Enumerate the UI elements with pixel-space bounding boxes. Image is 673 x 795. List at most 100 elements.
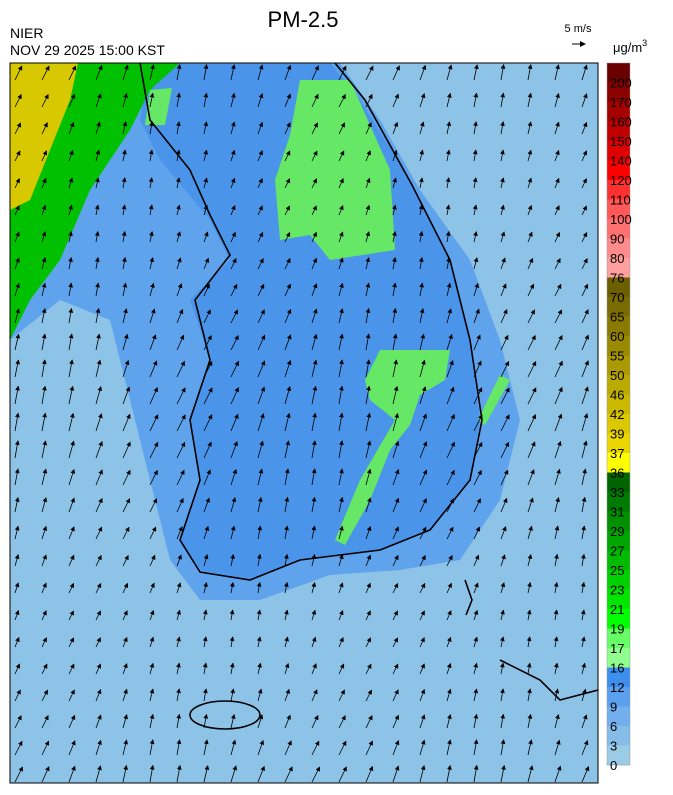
wind-arrow — [256, 581, 262, 594]
wind-arrow — [148, 204, 154, 216]
wind-arrow — [554, 525, 560, 540]
wind-arrow — [338, 740, 347, 756]
wind-arrow — [581, 386, 589, 405]
wind-arrow — [14, 766, 23, 783]
wind-arrow — [95, 637, 101, 648]
wind-arrow — [311, 766, 320, 783]
wind-arrow — [580, 636, 586, 648]
wind-arrow — [149, 282, 155, 297]
wind-arrow — [419, 469, 428, 486]
title: PM-2.5 — [268, 7, 339, 32]
wind-arrow — [500, 554, 506, 567]
wind-arrow — [149, 386, 158, 405]
wind-arrow — [419, 282, 424, 297]
colorbar-tick-label: 37 — [610, 446, 624, 461]
wind-arrow — [203, 92, 209, 108]
colorbar-tick-label: 33 — [610, 485, 624, 500]
wind-arrow — [500, 739, 506, 756]
wind-arrow — [446, 308, 453, 324]
wind-arrow — [176, 204, 181, 216]
wind-arrow — [176, 64, 182, 81]
wind-arrow — [68, 689, 75, 702]
wind-arrow — [365, 333, 371, 351]
wind-arrow — [581, 714, 588, 729]
wind-arrow — [392, 582, 399, 594]
wind-arrow — [392, 177, 397, 189]
colorbar-tick-label: 120 — [610, 173, 632, 188]
wind-arrow — [122, 256, 127, 270]
wind-arrow — [338, 412, 344, 432]
wind-arrow — [68, 526, 75, 540]
wind-arrow — [203, 63, 209, 81]
wind-arrow — [230, 231, 236, 243]
wind-arrow — [41, 468, 48, 486]
wind-arrow — [419, 526, 427, 540]
wind-arrow — [122, 739, 128, 756]
wind-arrow — [554, 440, 562, 459]
map-frame — [9, 62, 599, 784]
color-swatch — [607, 667, 630, 688]
wind-arrow — [95, 440, 103, 459]
wind-arrow — [338, 636, 344, 648]
colorbar-tick-label: 3 — [610, 739, 617, 754]
wind-arrow — [176, 764, 182, 783]
wind-arrow — [149, 498, 157, 513]
wind-arrow — [554, 360, 563, 378]
wind-scale-label: 5 m/s — [565, 23, 592, 35]
wind-arrow — [203, 469, 211, 486]
wind-arrow — [446, 498, 455, 513]
colorbar-tick-label: 39 — [610, 427, 624, 442]
colorbar-tick-label: 150 — [610, 134, 632, 149]
wind-arrow — [392, 610, 398, 621]
unit-sup: 3 — [642, 38, 647, 48]
wind-arrow — [580, 581, 586, 594]
wind-arrow — [149, 582, 155, 594]
wind-arrow — [122, 441, 131, 459]
wind-arrow — [392, 440, 400, 459]
wind-arrow — [94, 204, 100, 216]
wind-arrow — [202, 662, 208, 675]
wind-arrow — [500, 360, 510, 378]
wind-arrow — [284, 468, 290, 486]
wind-arrow — [473, 387, 483, 405]
wind-arrow — [203, 441, 212, 459]
wind-arrow — [418, 204, 424, 216]
wind-arrow — [230, 360, 239, 378]
wind-arrow — [122, 526, 130, 540]
wind-arrow — [41, 689, 48, 702]
wind-arrow — [122, 92, 128, 108]
wind-arrow — [527, 283, 534, 297]
wind-arrow — [41, 663, 48, 675]
wind-arrow — [257, 386, 266, 405]
wind-arrow — [230, 149, 236, 162]
wind-arrow — [95, 497, 103, 513]
wind-arrow — [230, 92, 236, 108]
wind-arrow — [41, 715, 49, 729]
colorbar-tick-label: 100 — [610, 212, 632, 227]
wind-arrow — [176, 636, 181, 648]
wind-arrow — [553, 662, 559, 675]
colorbar-tick-label: 17 — [610, 641, 624, 656]
wind-arrow — [553, 636, 559, 648]
wind-arrow — [419, 93, 426, 108]
wind-arrow — [284, 308, 292, 324]
colorbar-tick-label: 31 — [610, 505, 624, 520]
wind-arrow — [149, 64, 155, 81]
wind-arrow — [500, 334, 509, 351]
wind-arrow — [14, 231, 20, 243]
wind-arrow — [257, 496, 263, 513]
wind-arrow — [473, 231, 478, 243]
wind-arrow — [446, 739, 452, 756]
wind-arrow — [445, 149, 451, 162]
wind-arrow — [527, 553, 533, 567]
wind-arrow — [94, 256, 100, 270]
colorbar-tick-label: 110 — [610, 193, 631, 208]
wind-arrow — [14, 525, 20, 540]
wind-arrow — [365, 257, 371, 270]
wind-arrow — [203, 334, 212, 351]
wind-arrow — [230, 739, 237, 756]
wind-arrow — [580, 609, 586, 621]
wind-arrow — [338, 385, 344, 405]
wind-arrow — [500, 231, 506, 243]
color-swatch — [607, 82, 630, 103]
